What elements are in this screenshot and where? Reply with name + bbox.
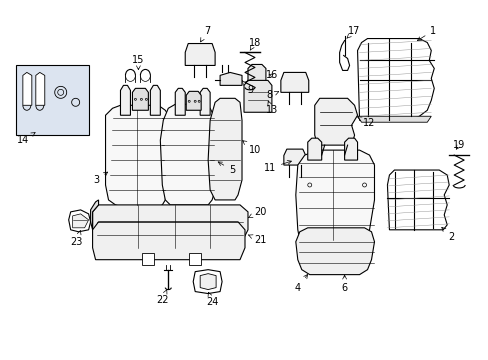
Text: 19: 19 (452, 140, 465, 150)
Text: 3: 3 (93, 172, 107, 185)
Text: 1: 1 (416, 26, 435, 41)
Polygon shape (247, 64, 265, 82)
Polygon shape (189, 253, 201, 265)
Polygon shape (23, 72, 32, 105)
Polygon shape (142, 253, 154, 265)
Polygon shape (200, 274, 216, 289)
Polygon shape (295, 228, 374, 275)
Text: 5: 5 (218, 162, 235, 175)
Text: 18: 18 (248, 37, 261, 50)
Polygon shape (92, 222, 244, 260)
Polygon shape (220, 72, 242, 85)
Text: 14: 14 (17, 132, 35, 145)
Polygon shape (344, 138, 357, 160)
Polygon shape (160, 104, 215, 205)
Polygon shape (295, 150, 374, 240)
Polygon shape (280, 72, 308, 92)
Text: 4: 4 (294, 274, 307, 293)
Text: 23: 23 (70, 230, 82, 247)
Polygon shape (92, 205, 247, 248)
Polygon shape (120, 85, 130, 115)
Polygon shape (150, 85, 160, 115)
Text: 24: 24 (205, 292, 218, 306)
Text: 11: 11 (263, 161, 291, 173)
Polygon shape (314, 98, 357, 145)
Text: 10: 10 (242, 141, 261, 155)
Text: 12: 12 (357, 117, 375, 128)
Text: 22: 22 (156, 289, 168, 305)
Text: 20: 20 (248, 207, 265, 218)
Text: 7: 7 (200, 26, 210, 42)
Polygon shape (200, 88, 210, 115)
Text: 21: 21 (248, 235, 265, 245)
Text: 2: 2 (441, 228, 453, 242)
Polygon shape (386, 170, 448, 230)
Polygon shape (307, 138, 321, 160)
Polygon shape (73, 214, 88, 228)
Polygon shape (175, 88, 185, 115)
Polygon shape (357, 116, 430, 122)
Text: 9: 9 (242, 81, 252, 95)
Text: 6: 6 (341, 275, 347, 293)
Polygon shape (132, 88, 148, 110)
Text: 8: 8 (266, 90, 278, 100)
Text: 17: 17 (346, 26, 360, 39)
Polygon shape (90, 200, 99, 230)
Text: 16: 16 (265, 71, 278, 80)
Polygon shape (208, 98, 242, 200)
Polygon shape (16, 66, 88, 135)
Polygon shape (186, 91, 201, 110)
Polygon shape (357, 39, 433, 120)
Polygon shape (244, 80, 271, 112)
Polygon shape (36, 72, 45, 105)
Polygon shape (185, 44, 215, 66)
Polygon shape (193, 270, 222, 293)
Polygon shape (105, 105, 172, 208)
Text: 15: 15 (132, 55, 144, 69)
Text: 13: 13 (265, 101, 278, 115)
Polygon shape (283, 149, 305, 165)
Polygon shape (68, 210, 90, 232)
